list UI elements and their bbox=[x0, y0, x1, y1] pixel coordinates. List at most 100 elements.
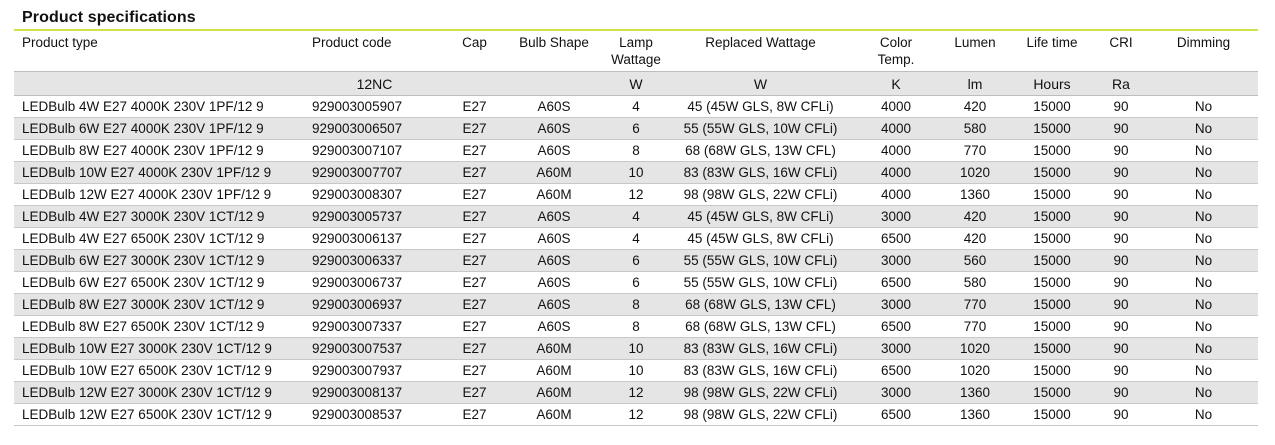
cell-replaced-wattage: 55 (55W GLS, 10W CFLi) bbox=[668, 117, 853, 140]
cell-cri: 90 bbox=[1093, 403, 1149, 426]
cell-product-type: LEDBulb 4W E27 6500K 230V 1CT/12 9 bbox=[14, 227, 304, 250]
cell-lamp-wattage: 6 bbox=[604, 249, 668, 272]
cell-product-code: 929003007707 bbox=[304, 161, 445, 184]
cell-cap: E27 bbox=[445, 183, 504, 206]
cell-lumen: 1360 bbox=[939, 381, 1011, 404]
unit-product-code: 12NC bbox=[304, 71, 445, 96]
cell-cap: E27 bbox=[445, 227, 504, 250]
cell-product-type: LEDBulb 8W E27 3000K 230V 1CT/12 9 bbox=[14, 293, 304, 316]
table-row: LEDBulb 10W E27 4000K 230V 1PF/12 9 92900… bbox=[14, 161, 1258, 184]
cell-bulb-shape: A60S bbox=[504, 205, 604, 228]
cell-lumen: 420 bbox=[939, 227, 1011, 250]
cell-product-type: LEDBulb 10W E27 4000K 230V 1PF/12 9 bbox=[14, 161, 304, 184]
cell-dimming: No bbox=[1149, 117, 1258, 140]
cell-bulb-shape: A60S bbox=[504, 315, 604, 338]
cell-product-type: LEDBulb 6W E27 3000K 230V 1CT/12 9 bbox=[14, 249, 304, 272]
cell-dimming: No bbox=[1149, 161, 1258, 184]
cell-life-time: 15000 bbox=[1011, 293, 1093, 316]
cell-lumen: 1360 bbox=[939, 403, 1011, 426]
cell-product-type: LEDBulb 10W E27 3000K 230V 1CT/12 9 bbox=[14, 337, 304, 360]
cell-replaced-wattage: 45 (45W GLS, 8W CFLi) bbox=[668, 95, 853, 118]
cell-life-time: 15000 bbox=[1011, 183, 1093, 206]
cell-product-code: 929003008307 bbox=[304, 183, 445, 206]
cell-color-temp: 3000 bbox=[853, 381, 939, 404]
table-row: LEDBulb 10W E27 6500K 230V 1CT/12 9 92900… bbox=[14, 359, 1258, 382]
table-row: LEDBulb 6W E27 4000K 230V 1PF/12 9 929003… bbox=[14, 117, 1258, 140]
cell-life-time: 15000 bbox=[1011, 117, 1093, 140]
cell-product-type: LEDBulb 4W E27 4000K 230V 1PF/12 9 bbox=[14, 95, 304, 118]
top-accent-line bbox=[14, 29, 1258, 31]
cell-life-time: 15000 bbox=[1011, 403, 1093, 426]
cell-bulb-shape: A60S bbox=[504, 227, 604, 250]
table-row: LEDBulb 12W E27 4000K 230V 1PF/12 9 92900… bbox=[14, 183, 1258, 206]
cell-cri: 90 bbox=[1093, 315, 1149, 338]
cell-replaced-wattage: 55 (55W GLS, 10W CFLi) bbox=[668, 271, 853, 294]
cell-lumen: 1020 bbox=[939, 359, 1011, 382]
cell-bulb-shape: A60S bbox=[504, 95, 604, 118]
table-row: LEDBulb 4W E27 6500K 230V 1CT/12 9 929003… bbox=[14, 227, 1258, 250]
cell-lamp-wattage: 12 bbox=[604, 381, 668, 404]
cell-dimming: No bbox=[1149, 381, 1258, 404]
cell-bulb-shape: A60M bbox=[504, 183, 604, 206]
unit-replaced-wattage: W bbox=[668, 71, 853, 96]
cell-dimming: No bbox=[1149, 293, 1258, 316]
units-row: 12NC W W K lm Hours Ra bbox=[14, 71, 1258, 96]
cell-color-temp: 4000 bbox=[853, 139, 939, 162]
cell-bulb-shape: A60S bbox=[504, 293, 604, 316]
table-row: LEDBulb 8W E27 6500K 230V 1CT/12 9 929003… bbox=[14, 315, 1258, 338]
cell-lumen: 770 bbox=[939, 315, 1011, 338]
cell-dimming: No bbox=[1149, 95, 1258, 118]
cell-cap: E27 bbox=[445, 205, 504, 228]
cell-lamp-wattage: 6 bbox=[604, 271, 668, 294]
cell-color-temp: 6500 bbox=[853, 271, 939, 294]
cell-bulb-shape: A60S bbox=[504, 117, 604, 140]
cell-replaced-wattage: 83 (83W GLS, 16W CFLi) bbox=[668, 337, 853, 360]
cell-lumen: 580 bbox=[939, 117, 1011, 140]
section-title: Product specifications bbox=[22, 9, 196, 26]
cell-color-temp: 4000 bbox=[853, 117, 939, 140]
cell-lamp-wattage: 12 bbox=[604, 183, 668, 206]
cell-product-code: 929003008137 bbox=[304, 381, 445, 404]
cell-product-code: 929003006937 bbox=[304, 293, 445, 316]
cell-cap: E27 bbox=[445, 337, 504, 360]
cell-life-time: 15000 bbox=[1011, 95, 1093, 118]
unit-cri: Ra bbox=[1093, 71, 1149, 96]
cell-life-time: 15000 bbox=[1011, 161, 1093, 184]
cell-bulb-shape: A60M bbox=[504, 403, 604, 426]
col-header-product-type: Product type bbox=[22, 35, 98, 50]
cell-cri: 90 bbox=[1093, 227, 1149, 250]
col-header-bulb-shape: Bulb Shape bbox=[519, 35, 589, 50]
cell-product-type: LEDBulb 6W E27 4000K 230V 1PF/12 9 bbox=[14, 117, 304, 140]
cell-lamp-wattage: 8 bbox=[604, 139, 668, 162]
cell-cap: E27 bbox=[445, 403, 504, 426]
cell-lumen: 560 bbox=[939, 249, 1011, 272]
cell-lumen: 1020 bbox=[939, 337, 1011, 360]
cell-cap: E27 bbox=[445, 161, 504, 184]
cell-replaced-wattage: 98 (98W GLS, 22W CFLi) bbox=[668, 403, 853, 426]
cell-cap: E27 bbox=[445, 271, 504, 294]
cell-cri: 90 bbox=[1093, 293, 1149, 316]
cell-product-type: LEDBulb 10W E27 6500K 230V 1CT/12 9 bbox=[14, 359, 304, 382]
cell-replaced-wattage: 45 (45W GLS, 8W CFLi) bbox=[668, 227, 853, 250]
cell-color-temp: 3000 bbox=[853, 337, 939, 360]
table-row: LEDBulb 4W E27 3000K 230V 1CT/12 9 929003… bbox=[14, 205, 1258, 228]
cell-lamp-wattage: 8 bbox=[604, 315, 668, 338]
cell-cri: 90 bbox=[1093, 183, 1149, 206]
cell-product-code: 929003008537 bbox=[304, 403, 445, 426]
cell-bulb-shape: A60S bbox=[504, 271, 604, 294]
cell-color-temp: 6500 bbox=[853, 227, 939, 250]
cell-cap: E27 bbox=[445, 381, 504, 404]
cell-product-code: 929003006337 bbox=[304, 249, 445, 272]
cell-lamp-wattage: 12 bbox=[604, 403, 668, 426]
cell-replaced-wattage: 98 (98W GLS, 22W CFLi) bbox=[668, 381, 853, 404]
cell-color-temp: 3000 bbox=[853, 205, 939, 228]
col-header-cap: Cap bbox=[462, 35, 487, 50]
table-row: LEDBulb 10W E27 3000K 230V 1CT/12 9 92900… bbox=[14, 337, 1258, 360]
cell-replaced-wattage: 68 (68W GLS, 13W CFL) bbox=[668, 293, 853, 316]
cell-replaced-wattage: 45 (45W GLS, 8W CFLi) bbox=[668, 205, 853, 228]
cell-dimming: No bbox=[1149, 205, 1258, 228]
col-header-dimming: Dimming bbox=[1176, 35, 1231, 50]
cell-cri: 90 bbox=[1093, 161, 1149, 184]
cell-lamp-wattage: 4 bbox=[604, 227, 668, 250]
cell-cri: 90 bbox=[1093, 139, 1149, 162]
